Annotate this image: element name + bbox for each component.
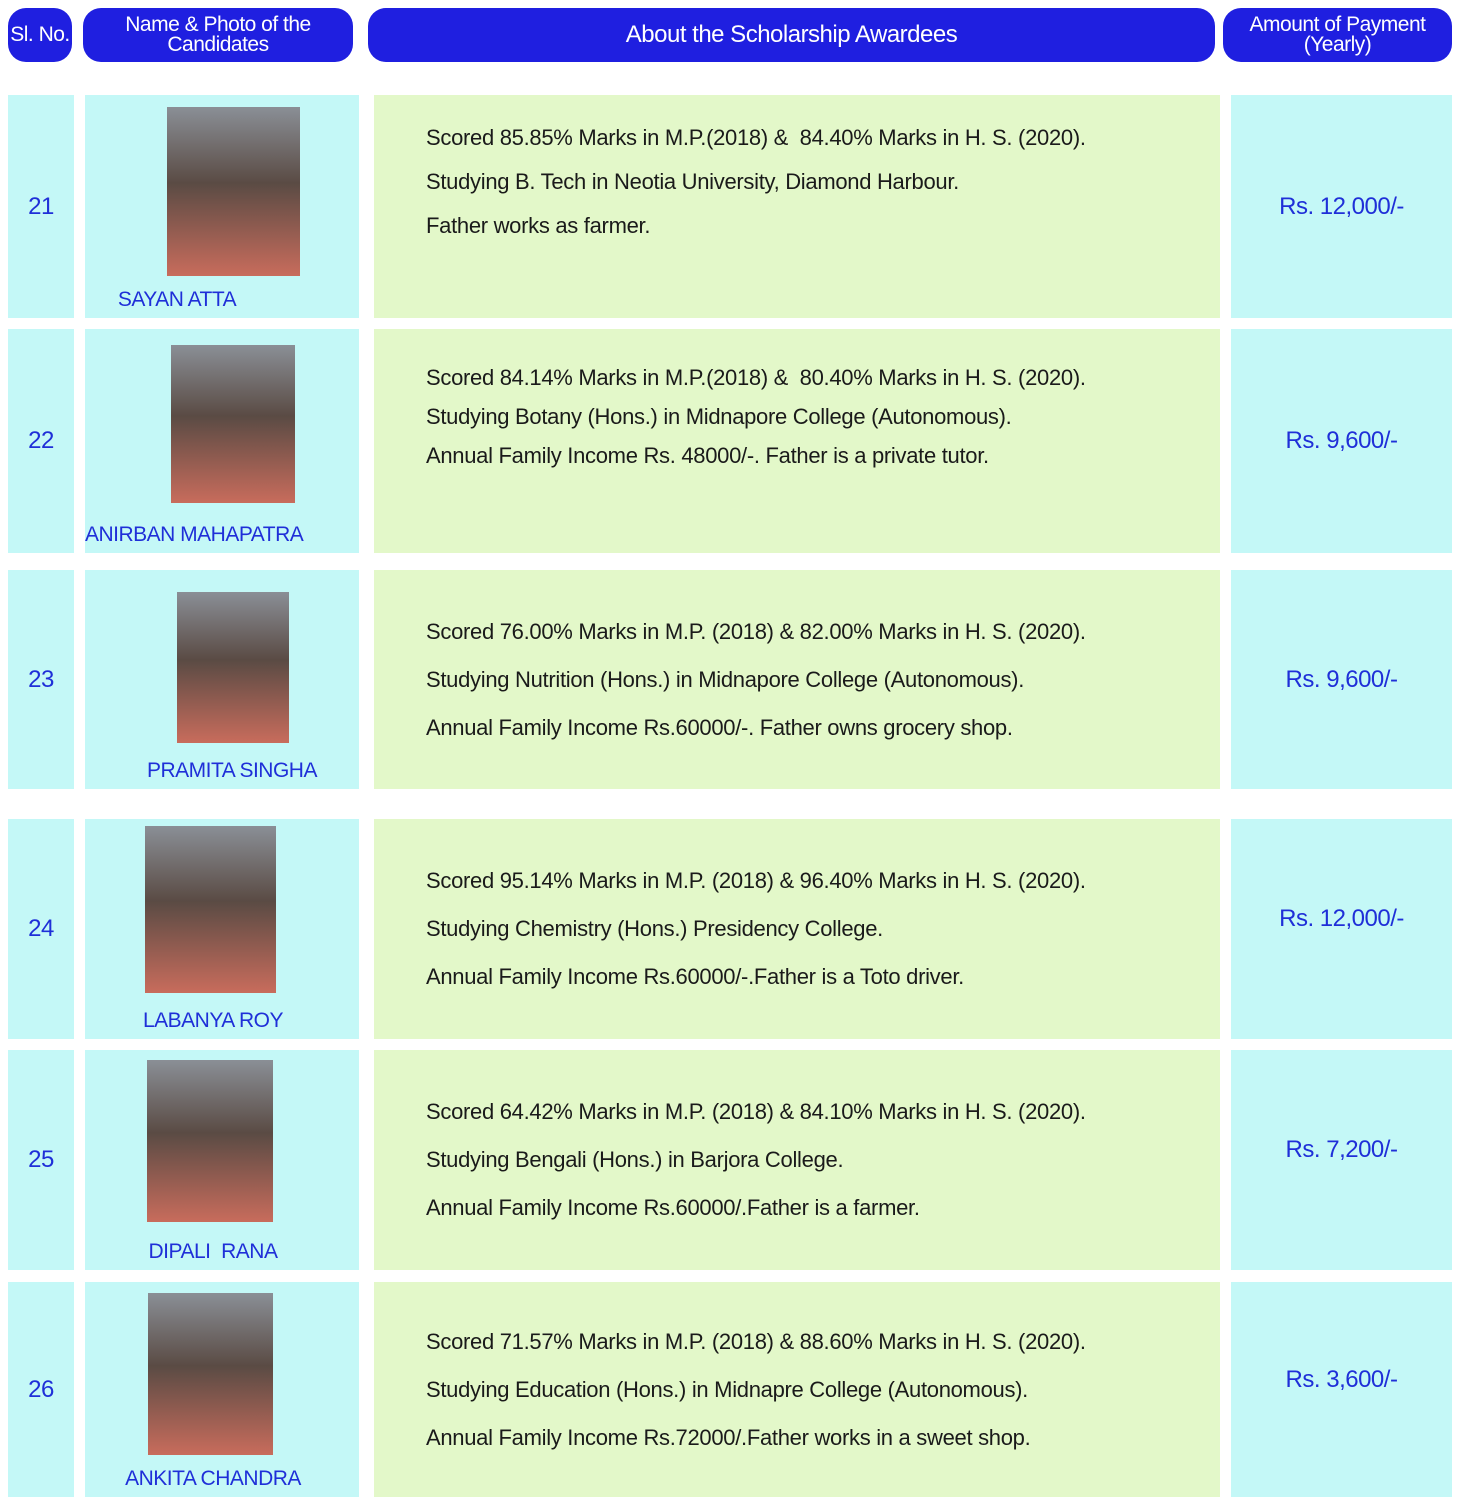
about-line: Annual Family Income Rs.60000/-.Father i… [426,953,1220,1001]
candidate-name: SAYAN ATTA [85,288,269,312]
sl-number: 21 [28,193,54,221]
about-cell: Scored 85.85% Marks in M.P.(2018) & 84.4… [374,95,1220,318]
about-cell: Scored 84.14% Marks in M.P.(2018) & 80.4… [374,329,1220,553]
about-line: Annual Family Income Rs.72000/.Father wo… [426,1414,1220,1462]
about-line: Scored 84.14% Marks in M.P.(2018) & 80.4… [426,358,1220,397]
sl-cell: 26 [8,1282,74,1497]
amount-cell: Rs. 12,000/- [1231,95,1452,318]
amount: Rs. 7,200/- [1286,1136,1398,1164]
candidate-name: PRAMITA SINGHA [85,759,379,783]
sl-number: 22 [28,427,54,455]
about-cell: Scored 64.42% Marks in M.P. (2018) & 84.… [374,1050,1220,1270]
about-line: Father works as farmer. [426,204,1220,248]
about-line: Scored 76.00% Marks in M.P. (2018) & 82.… [426,608,1220,656]
about-line: Studying Bengali (Hons.) in Barjora Coll… [426,1136,1220,1184]
about-line: Studying Nutrition (Hons.) in Midnapore … [426,656,1220,704]
about-cell: Scored 76.00% Marks in M.P. (2018) & 82.… [374,570,1220,789]
about-line: Annual Family Income Rs.60000/.Father is… [426,1184,1220,1232]
about-line: Scored 85.85% Marks in M.P.(2018) & 84.4… [426,116,1220,160]
sl-cell: 23 [8,570,74,789]
about-line: Scored 71.57% Marks in M.P. (2018) & 88.… [426,1318,1220,1366]
amount: Rs. 9,600/- [1286,427,1398,455]
photo [171,345,295,503]
amount-cell: Rs. 9,600/- [1231,570,1452,789]
amount-cell: Rs. 3,600/- [1231,1282,1452,1497]
header-amount: Amount of Payment (Yearly) [1223,8,1452,62]
header-about: About the Scholarship Awardees [368,8,1215,62]
photo [167,107,300,276]
sl-cell: 21 [8,95,74,318]
about-line: Studying Chemistry (Hons.) Presidency Co… [426,905,1220,953]
sl-cell: 22 [8,329,74,553]
photo [177,592,289,743]
candidate-name: ANKITA CHANDRA [85,1467,341,1491]
sl-cell: 25 [8,1050,74,1270]
amount-cell: Rs. 9,600/- [1231,329,1452,553]
about-line: Annual Family Income Rs. 48000/-. Father… [426,436,1220,475]
header-sl: Sl. No. [8,8,72,62]
amount: Rs. 3,600/- [1286,1366,1398,1394]
amount-cell: Rs. 12,000/- [1231,819,1452,1039]
amount: Rs. 12,000/- [1279,905,1404,933]
about-cell: Scored 71.57% Marks in M.P. (2018) & 88.… [374,1282,1220,1497]
about-line: Studying Botany (Hons.) in Midnapore Col… [426,397,1220,436]
sl-cell: 24 [8,819,74,1039]
photo [147,1060,273,1222]
amount-cell: Rs. 7,200/- [1231,1050,1452,1270]
header-name: Name & Photo of the Candidates [83,8,353,62]
candidate-name: LABANYA ROY [85,1009,341,1033]
sl-number: 24 [28,915,54,943]
sl-number: 26 [28,1376,54,1404]
candidate-name: DIPALI RANA [85,1240,341,1264]
candidate-name: ANIRBAN MAHAPATRA [85,523,271,547]
amount: Rs. 9,600/- [1286,666,1398,694]
about-line: Scored 64.42% Marks in M.P. (2018) & 84.… [426,1088,1220,1136]
about-line: Studying Education (Hons.) in Midnapre C… [426,1366,1220,1414]
about-line: Studying B. Tech in Neotia University, D… [426,160,1220,204]
photo [145,826,276,993]
amount: Rs. 12,000/- [1279,193,1404,221]
sl-number: 25 [28,1146,54,1174]
page: Sl. No. Name & Photo of the Candidates A… [0,0,1461,1497]
about-line: Scored 95.14% Marks in M.P. (2018) & 96.… [426,857,1220,905]
about-line: Annual Family Income Rs.60000/-. Father … [426,704,1220,752]
sl-number: 23 [28,666,54,694]
photo [148,1293,273,1455]
about-cell: Scored 95.14% Marks in M.P. (2018) & 96.… [374,819,1220,1039]
